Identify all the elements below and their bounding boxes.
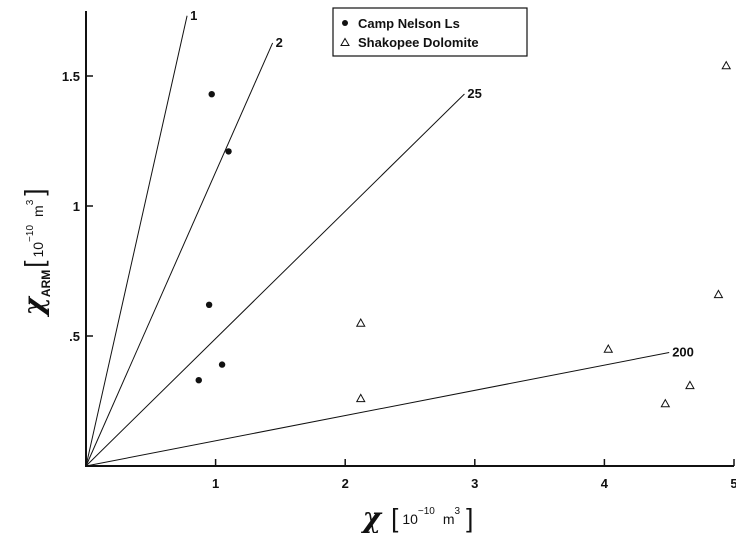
svg-text:χARM[10−10m3]: χARM [10−10 m3] <box>17 189 53 318</box>
data-point-shakopee <box>355 393 366 403</box>
reference-line <box>85 42 274 467</box>
reference-line <box>85 15 188 467</box>
legend-marker-camp-nelson <box>342 20 348 26</box>
y-axis-unit-m: m <box>30 205 46 217</box>
legend-marker-shakopee <box>340 37 350 46</box>
data-point-camp-nelson <box>205 301 213 308</box>
y-tick-label: .5 <box>69 329 80 344</box>
y-tick-label: 1.5 <box>62 69 80 84</box>
reference-line <box>85 93 465 467</box>
axis-ticks: 1 2 3 4 5 .5 1 1.5 <box>62 69 736 491</box>
y-axis-unit-exp: −10 <box>25 225 36 242</box>
reference-line-label: 25 <box>467 86 481 101</box>
reference-lines: 1 2 25 200 <box>85 8 694 467</box>
x-tick-label: 4 <box>601 476 609 491</box>
y-axis-label: χARM [10−10 m3] <box>17 189 53 318</box>
y-axis-unit-m-exp: 3 <box>25 199 36 205</box>
x-axis-unit-m-exp: 3 <box>455 506 461 517</box>
data-points <box>195 60 732 408</box>
data-point-camp-nelson <box>218 361 226 368</box>
x-axis-bracket-open: [ <box>391 503 399 533</box>
y-axis-subscript: ARM <box>39 270 53 297</box>
legend-label-camp-nelson: Camp Nelson Ls <box>358 16 460 31</box>
x-tick-label: 3 <box>471 476 478 491</box>
x-tick-label: 1 <box>212 476 219 491</box>
data-point-shakopee <box>721 60 732 70</box>
legend: Camp Nelson Ls Shakopee Dolomite <box>332 7 528 57</box>
y-axis-bracket-close: ] <box>19 189 49 196</box>
x-axis-unit-base: 10 <box>402 511 418 527</box>
x-tick-label: 5 <box>730 476 736 491</box>
x-axis-symbol: χ <box>361 501 383 533</box>
data-point-shakopee <box>660 398 671 408</box>
x-axis-bracket-close: ] <box>466 503 473 533</box>
reference-line-label: 2 <box>276 35 283 50</box>
reference-line <box>85 352 670 467</box>
svg-text:χ[10−10m3]: χ [10−10 m3] <box>361 501 474 533</box>
data-point-shakopee <box>713 289 724 299</box>
reference-line-label: 200 <box>672 345 694 360</box>
x-tick-label: 2 <box>342 476 349 491</box>
y-axis-bracket-open: [ <box>19 260 49 268</box>
data-point-shakopee <box>685 380 695 390</box>
x-axis-unit-m: m <box>443 511 455 527</box>
legend-label-shakopee: Shakopee Dolomite <box>358 35 479 50</box>
reference-line-label: 1 <box>190 8 197 23</box>
y-tick-label: 1 <box>73 199 80 214</box>
y-axis-symbol: χ <box>17 296 50 318</box>
x-axis-label: χ [10−10 m3] <box>361 501 474 533</box>
y-axis-unit-base: 10 <box>30 242 46 258</box>
data-point-shakopee <box>355 317 366 327</box>
legend-box <box>332 7 528 57</box>
axes <box>85 11 734 467</box>
data-point-camp-nelson <box>195 377 202 384</box>
x-axis-unit-exp: −10 <box>418 506 435 517</box>
data-point-camp-nelson <box>225 148 232 155</box>
data-point-shakopee <box>603 343 614 353</box>
data-point-camp-nelson <box>208 91 215 98</box>
